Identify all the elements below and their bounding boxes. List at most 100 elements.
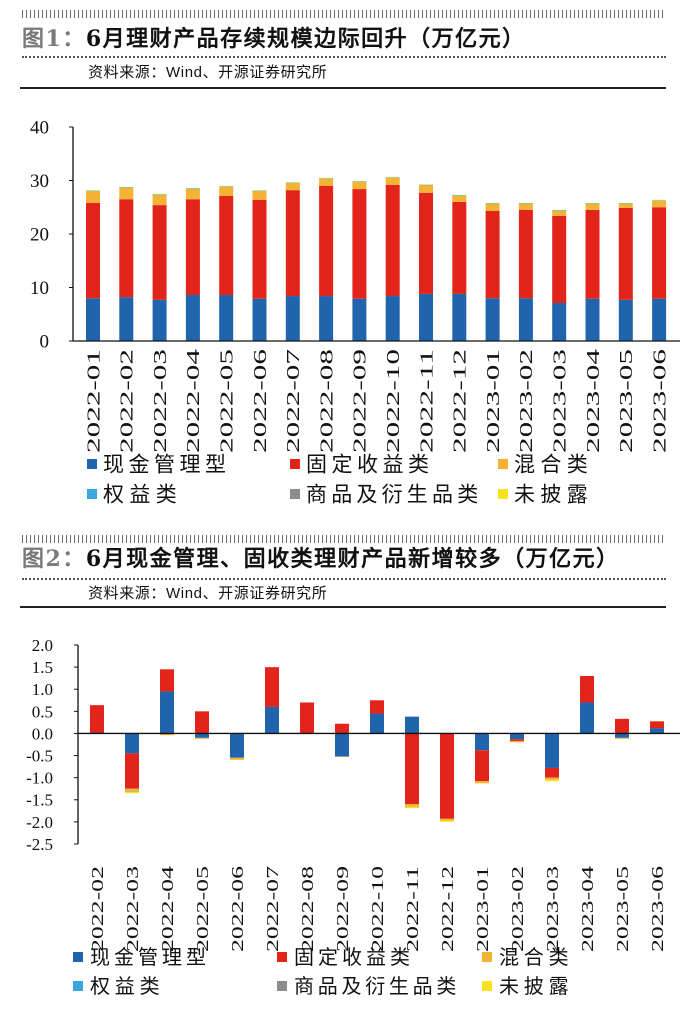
legend-label: 未披露 [514,483,588,507]
bar-segment-1-0 [125,733,139,754]
legend-item: 现金管理型 [73,945,206,969]
y-tick-label: 30 [30,171,49,192]
legend-item: 权益类 [87,483,177,507]
bar-segment-12-1 [485,210,500,299]
legend-label: 权益类 [103,483,177,507]
figure-2-dotted-rule [22,578,666,580]
legend-swatch [290,459,300,469]
bar-segment-3-3 [185,188,200,190]
bar-segment-11-5 [452,194,467,196]
legend-item: 未披露 [498,483,588,507]
bar-segment-7-0 [335,733,349,757]
bar-segment-4-5 [219,185,234,187]
bar-segment-0-5 [86,190,100,191]
x-tick-label: 2023-03 [550,349,570,453]
figure-1-heading: 图1：6月理财产品存续规模边际回升（万亿元） [22,23,526,55]
bar-segment-4-0 [230,733,244,758]
bar-segment-13-2 [518,204,533,210]
y-tick-label: 1.5 [32,658,53,677]
bar-segment-3-5 [185,187,200,189]
bar-segment-14-1 [552,215,567,304]
bar-segment-14-2 [552,210,567,216]
bar-segment-9-1 [385,184,400,297]
bar-segment-0-0 [86,298,100,341]
bar-segment-9-5 [405,806,419,809]
bar-segment-6-0 [285,296,300,341]
legend-swatch [482,952,492,962]
y-tick-label: 10 [30,278,49,299]
bar-segment-8-0 [370,713,384,734]
bar-segment-10-3 [419,184,433,186]
x-tick-label: 2023-01 [483,349,503,453]
legend-item: 混合类 [498,453,588,477]
bar-segment-4-0 [219,294,234,341]
bar-segment-14-0 [552,303,567,341]
bar-segment-15-2 [585,204,600,210]
y-tick-label: 0.5 [32,702,53,721]
bar-segment-12-5 [485,202,500,204]
bar-segment-3-1 [195,711,209,734]
bar-segment-15-0 [585,298,600,341]
bar-segment-17-3 [652,200,667,201]
bar-segment-16-0 [618,299,633,341]
x-tick-label: 2022-02 [117,349,137,453]
bar-segment-15-3 [585,203,600,205]
x-tick-label: 2022-08 [316,349,336,453]
x-tick-label: 2022-04 [158,865,177,952]
bar-segment-7-1 [319,185,334,297]
bar-segment-10-2 [419,185,433,193]
figure-2-hatch-band [22,535,666,543]
bar-segment-14-5 [552,209,567,211]
x-tick-label: 2022-05 [193,866,212,952]
bar-segment-11-1 [475,750,489,782]
bar-segment-1-5 [125,791,139,794]
x-tick-label: 2022-06 [250,349,270,453]
bar-segment-2-0 [152,299,167,341]
legend-item: 固定收益类 [290,453,429,477]
legend-label: 商品及衍生品类 [306,483,478,507]
bar-segment-6-3 [285,182,300,184]
bar-segment-1-3 [125,791,139,792]
legend-swatch [277,952,287,962]
bar-segment-3-0 [185,294,200,341]
bar-segment-0-3 [86,190,100,192]
bar-segment-6-1 [300,702,314,734]
y-tick-label: 0 [40,332,50,353]
bar-segment-4-5 [230,759,244,761]
figure-1-solid-rule [20,87,666,89]
bar-segment-7-2 [335,756,349,757]
x-tick-label: 2022-12 [438,866,457,952]
x-tick-label: 2022-10 [368,866,387,952]
bar-segment-5-1 [252,199,267,299]
bar-segment-12-1 [510,739,524,741]
bar-segment-15-5 [585,202,600,204]
x-tick-label: 2023-04 [578,865,597,952]
y-tick-label: 40 [30,118,49,139]
bar-segment-8-2 [352,182,367,190]
bar-segment-15-1 [585,209,600,299]
x-tick-label: 2022-03 [150,349,170,453]
bar-segment-14-3 [552,210,567,211]
bar-segment-5-2 [252,191,267,200]
bar-segment-15-0 [615,733,629,738]
legend-label: 固定收益类 [294,945,410,969]
bar-segment-10-0 [419,293,433,341]
x-tick-label: 2023-02 [508,866,527,952]
bar-segment-12-2 [485,204,500,211]
bar-segment-11-1 [452,201,467,294]
y-tick-label: -1.0 [26,769,53,788]
x-tick-label: 2023-03 [543,866,562,952]
legend-swatch [73,981,83,991]
legend-item: 混合类 [482,945,569,969]
bar-segment-5-3 [252,190,267,192]
bar-segment-0-1 [86,202,100,299]
bar-segment-11-3 [452,195,467,197]
y-tick-label: -1.5 [26,791,53,810]
bar-segment-7-0 [319,296,334,341]
bar-segment-9-0 [385,296,400,341]
bar-segment-13-0 [545,733,559,768]
bar-segment-17-1 [652,207,667,299]
bar-segment-10-5 [419,184,433,185]
legend-swatch [498,489,508,499]
legend-swatch [498,459,508,469]
